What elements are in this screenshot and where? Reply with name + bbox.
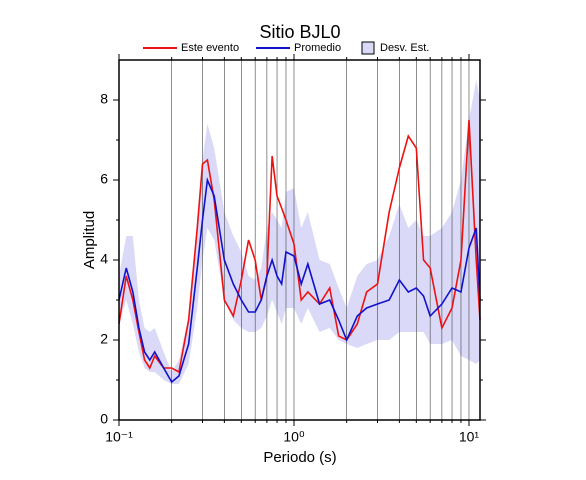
legend-swatch [361, 41, 375, 55]
std-band [119, 80, 480, 384]
y-tick-label: 8 [100, 91, 108, 107]
series-line [118, 176, 481, 384]
x-tick-label: 10⁻¹ [105, 429, 133, 445]
x-axis-label: Periodo (s) [263, 449, 336, 466]
chart-title: Sitio BJL0 [259, 22, 340, 42]
y-tick-label: 0 [100, 411, 108, 427]
legend-label: Este evento [181, 42, 239, 54]
plot-frame [118, 59, 481, 421]
y-tick-label: 6 [100, 171, 108, 187]
y-tick-label: 2 [100, 331, 108, 347]
x-tick-label: 10¹ [459, 429, 480, 445]
series-line [118, 119, 481, 374]
legend-label: Desv. Est. [380, 42, 429, 54]
legend-label: Promedio [294, 42, 341, 54]
y-axis-label: Amplitud [81, 211, 98, 269]
x-tick-label: 10⁰ [283, 429, 305, 445]
y-tick-label: 4 [100, 251, 108, 267]
